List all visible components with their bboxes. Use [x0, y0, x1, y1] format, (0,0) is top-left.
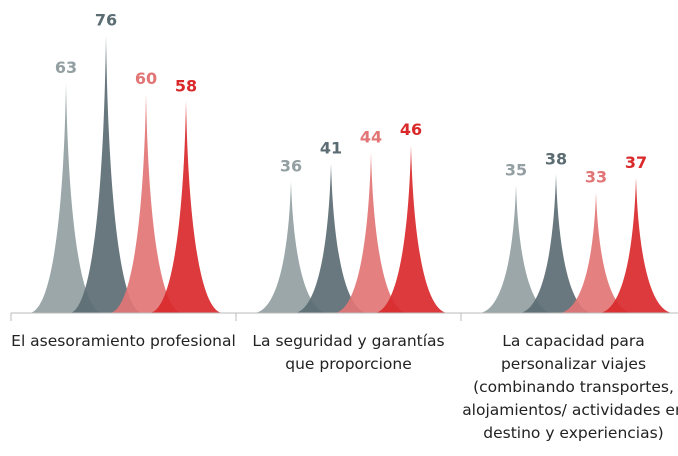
- value-label: 37: [625, 153, 647, 172]
- category-label: La seguridad y garantías que proporcione: [252, 332, 445, 373]
- value-label: 36: [280, 157, 302, 176]
- spike: [70, 35, 142, 313]
- value-label: 35: [505, 160, 527, 179]
- spike: [560, 192, 632, 313]
- spike: [150, 101, 222, 313]
- spike: [335, 152, 407, 313]
- category-label: La capacidad para personalizar viajes (c…: [462, 332, 678, 442]
- category-label: El asesoramiento profesional: [11, 332, 236, 350]
- value-label: 41: [320, 138, 342, 157]
- value-label: 58: [175, 76, 197, 95]
- spike: [520, 174, 592, 313]
- value-label: 60: [135, 69, 157, 88]
- spike: [375, 145, 447, 313]
- spike: [110, 94, 182, 313]
- value-label: 63: [55, 58, 77, 77]
- spike: [295, 163, 367, 313]
- value-label: 76: [95, 11, 117, 30]
- value-label: 44: [360, 127, 382, 146]
- spike: [600, 177, 672, 313]
- value-label: 46: [400, 120, 422, 139]
- value-label: 33: [585, 168, 607, 187]
- spike: [255, 181, 327, 313]
- value-label: 38: [545, 149, 567, 168]
- spike: [30, 83, 102, 313]
- spike: [480, 185, 552, 313]
